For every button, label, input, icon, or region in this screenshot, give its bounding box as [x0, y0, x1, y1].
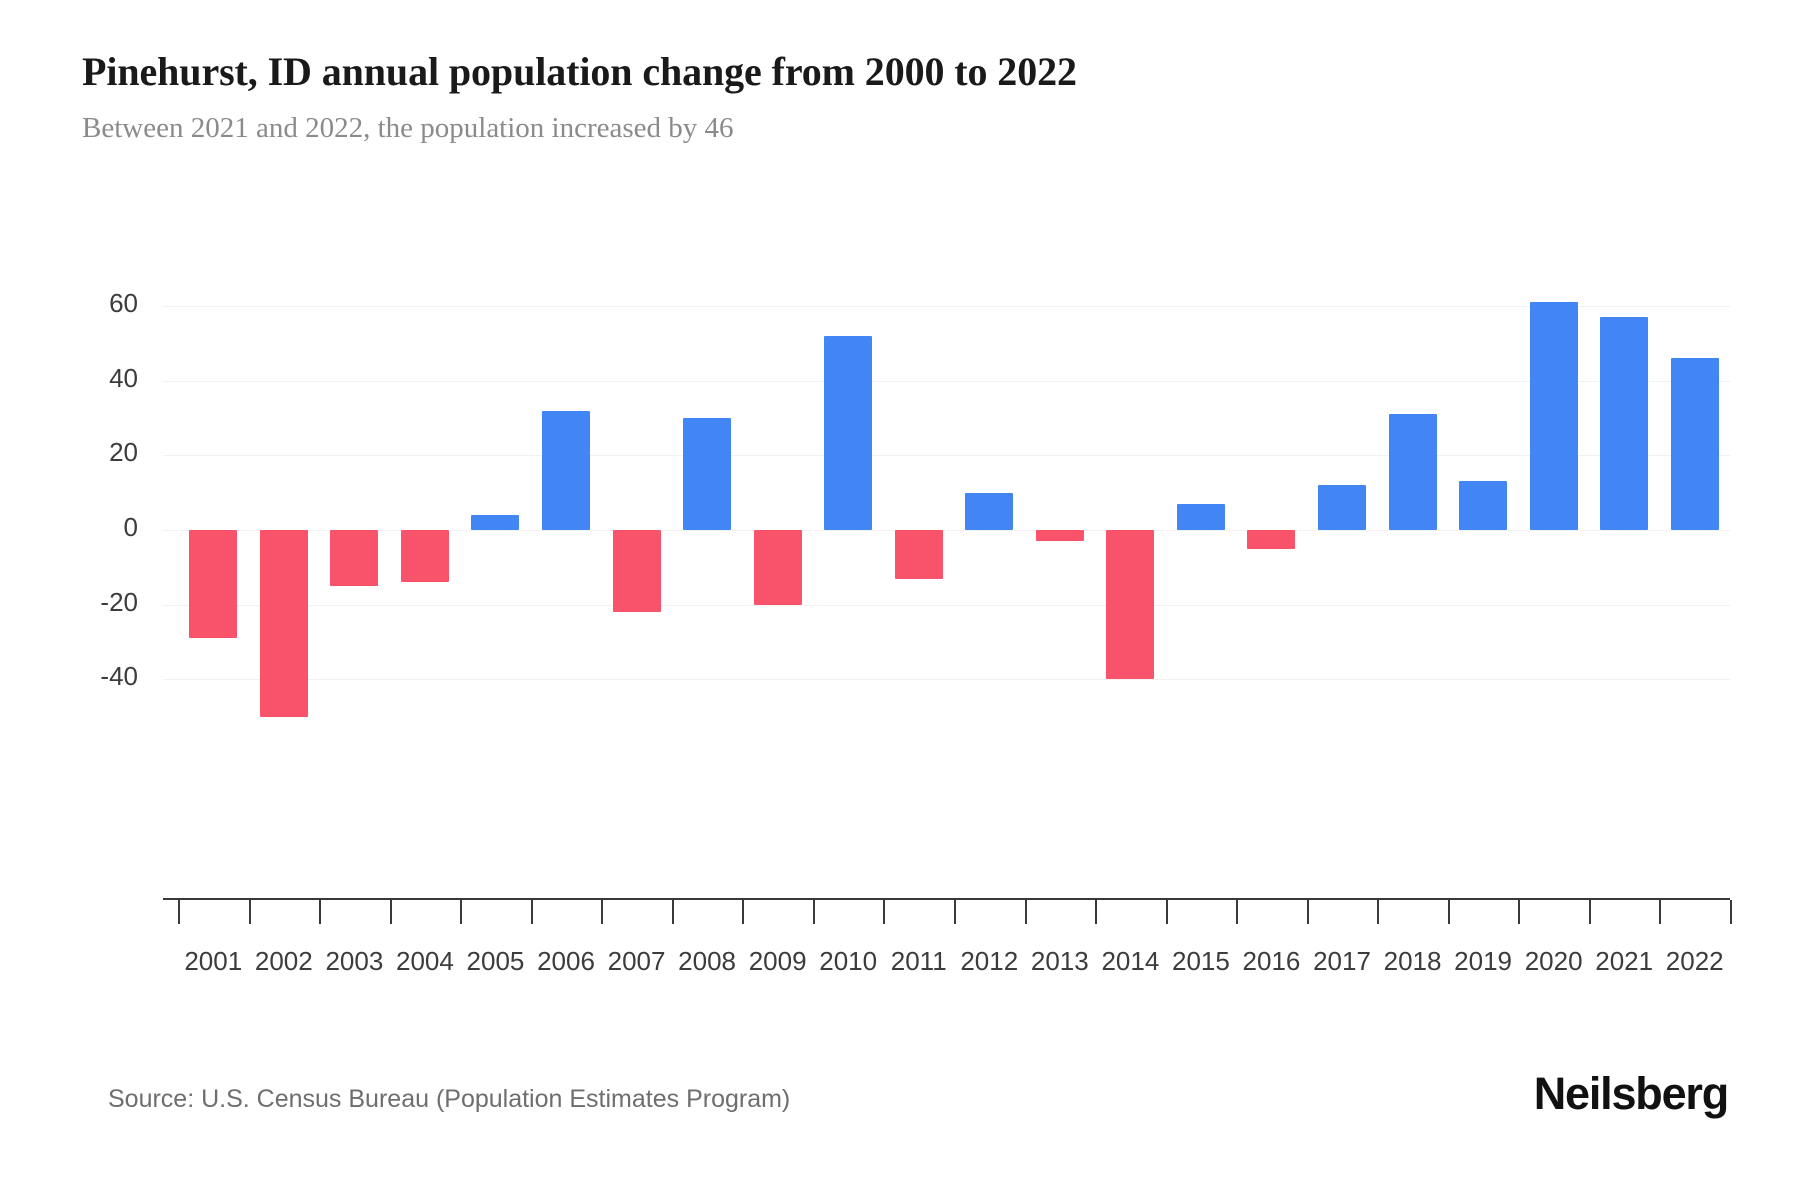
x-axis-tick-mark: [812, 900, 815, 924]
bar-2015[interactable]: [1176, 503, 1225, 530]
x-axis-tick-label-2007: 2007: [607, 946, 666, 976]
bar-2001[interactable]: [189, 530, 238, 639]
x-axis-tick-label-2013: 2013: [1030, 946, 1089, 976]
x-axis-tick-mark: [1588, 900, 1591, 924]
x-axis-tick-label-2006: 2006: [537, 946, 595, 976]
bar-2007[interactable]: [612, 530, 661, 613]
x-axis-tick-mark-end: [1730, 900, 1732, 924]
x-axis-tick-mark: [1236, 900, 1239, 924]
bar-2019[interactable]: [1459, 481, 1508, 530]
x-axis-tick-label-2004: 2004: [395, 946, 454, 976]
x-axis-tick-label-2022: 2022: [1665, 946, 1724, 976]
bar-2005[interactable]: [471, 515, 520, 530]
x-axis-tick-mark: [742, 900, 745, 924]
y-axis-tick-label: -20: [100, 586, 138, 617]
x-axis-line: [163, 898, 1730, 900]
bar-2008[interactable]: [683, 418, 732, 530]
bar-2017[interactable]: [1318, 485, 1366, 530]
bar-2020[interactable]: [1529, 302, 1578, 530]
x-axis-tick-mark: [1447, 900, 1450, 924]
y-axis-tick-label: 20: [109, 437, 138, 468]
x-axis-tick-label-2016: 2016: [1242, 946, 1301, 976]
bar-2003[interactable]: [330, 530, 379, 586]
x-axis-tick-label-2008: 2008: [678, 946, 736, 976]
bar-2014[interactable]: [1106, 530, 1155, 680]
x-axis-tick-label-2011: 2011: [890, 946, 947, 976]
x-axis-tick-label-2005: 2005: [466, 946, 525, 976]
x-axis-tick-mark: [601, 900, 604, 924]
x-axis-tick-label-2017: 2017: [1313, 946, 1371, 976]
x-axis-tick-mark: [389, 900, 392, 924]
page-title: Pinehurst, ID annual population change f…: [82, 49, 1077, 94]
x-axis-tick-mark: [319, 900, 322, 924]
x-axis-tick-mark: [1095, 900, 1098, 924]
x-axis-tick-mark: [248, 900, 251, 924]
x-axis-tick-mark: [671, 900, 674, 924]
gridline-40: [163, 380, 1730, 382]
x-axis-tick-label-2012: 2012: [960, 946, 1019, 976]
x-axis-tick-label-2020: 2020: [1524, 946, 1583, 976]
gridline--20: [163, 604, 1730, 606]
bar-2016[interactable]: [1247, 530, 1296, 549]
bar-2018[interactable]: [1388, 414, 1437, 530]
x-axis-tick-mark: [1518, 900, 1521, 924]
y-axis-tick-label: 0: [123, 512, 138, 542]
bar-2009[interactable]: [753, 530, 802, 605]
x-axis-tick-mark: [883, 900, 886, 924]
chart-subtitle: Between 2021 and 2022, the population in…: [82, 112, 734, 144]
y-axis-tick-label: 60: [109, 288, 138, 318]
x-axis-tick-mark: [1377, 900, 1380, 924]
x-axis-tick-label-2001: 2001: [184, 946, 243, 976]
y-axis-tick-label: -40: [100, 661, 138, 692]
bar-2006[interactable]: [542, 410, 590, 530]
chart-header: Pinehurst, ID annual population change f…: [82, 46, 1722, 148]
x-axis-tick-label-2021: 2021: [1595, 946, 1654, 976]
bar-2011[interactable]: [894, 530, 943, 579]
x-axis-tick-label-2015: 2015: [1171, 946, 1230, 976]
x-axis-tick-label-2009: 2009: [748, 946, 807, 976]
x-axis-tick-label-2014: 2014: [1101, 946, 1160, 976]
x-axis-tick-label-2019: 2019: [1454, 946, 1512, 976]
brand-logo: Neilsberg: [1533, 1068, 1729, 1119]
bar-2022[interactable]: [1670, 358, 1719, 530]
x-axis-tick-label-2002: 2002: [254, 946, 313, 976]
x-axis-tick-mark: [530, 900, 533, 924]
bar-2002[interactable]: [259, 530, 308, 717]
x-axis-tick-label-2018: 2018: [1383, 946, 1442, 976]
gridline-60: [163, 306, 1730, 307]
x-axis-tick-mark: [954, 900, 956, 924]
gridline-20: [163, 455, 1730, 457]
x-axis-tick-mark: [1024, 900, 1027, 924]
x-axis-tick-mark: [1165, 900, 1168, 924]
bar-2012[interactable]: [965, 492, 1014, 530]
gridline-0: [163, 530, 1730, 531]
x-axis-tick-label-2010: 2010: [819, 946, 878, 976]
bar-2010[interactable]: [824, 335, 873, 530]
bar-2021[interactable]: [1600, 317, 1649, 530]
x-axis-tick-label-2003: 2003: [325, 946, 384, 976]
x-axis-tick-mark: [1659, 900, 1662, 924]
bar-2013[interactable]: [1035, 530, 1084, 542]
x-axis-tick-mark: [1306, 900, 1309, 924]
gridline--40: [163, 679, 1730, 681]
y-axis-tick-label: 40: [109, 362, 138, 393]
x-axis-tick-mark: [178, 900, 180, 924]
source-note: Source: U.S. Census Bureau (Population E…: [108, 1085, 791, 1113]
x-axis-tick-mark: [460, 900, 463, 924]
bar-2004[interactable]: [400, 530, 449, 583]
